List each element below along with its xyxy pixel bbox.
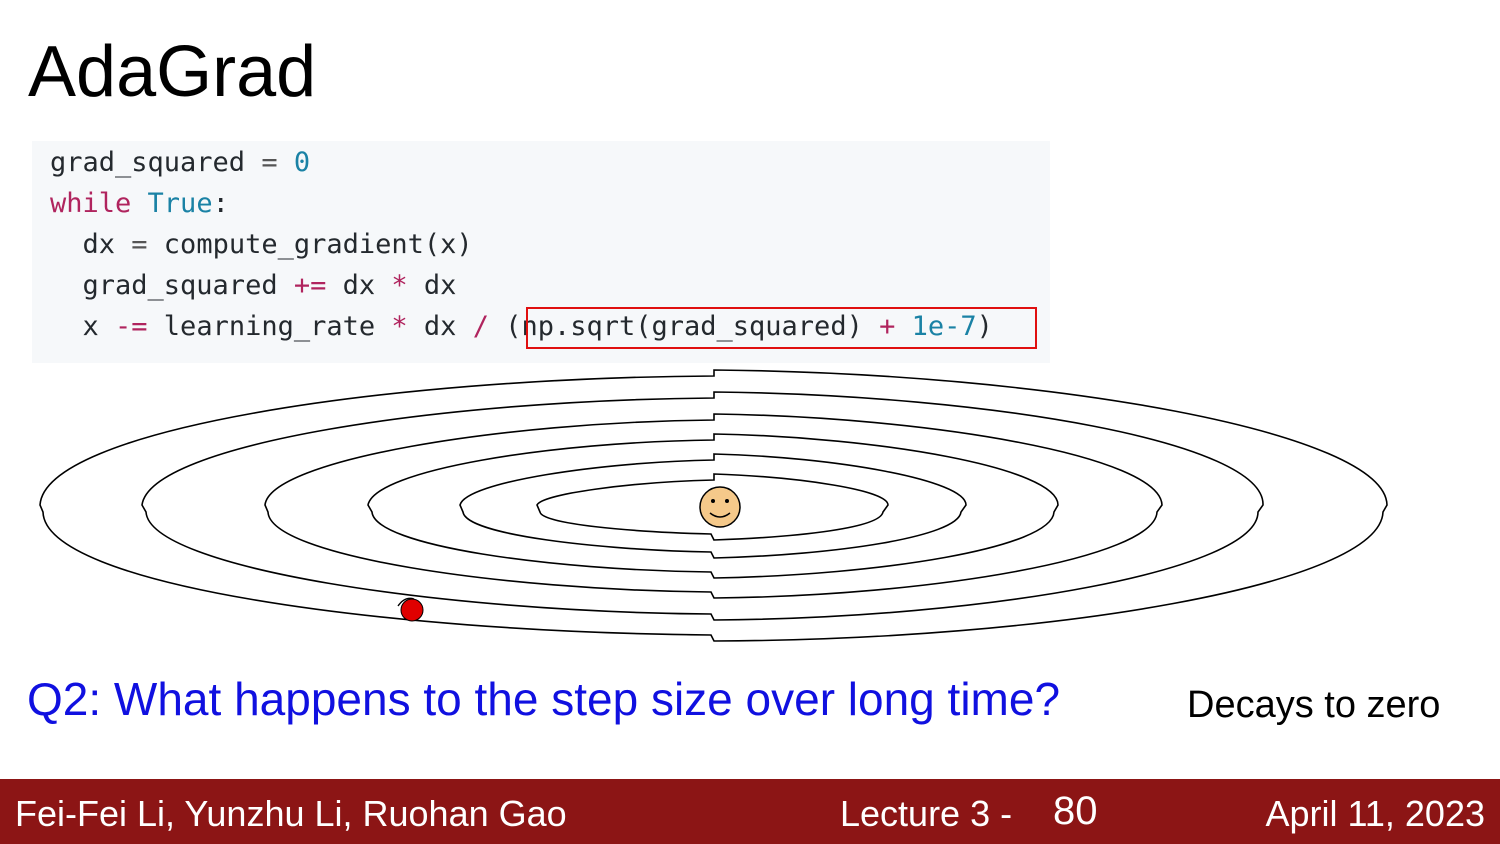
code-token: dx — [407, 270, 457, 301]
code-token: + — [879, 311, 896, 342]
code-token: grad_squared — [50, 147, 246, 178]
code-token: x — [50, 311, 116, 342]
code-token: dx — [50, 229, 132, 260]
highlight-box — [526, 307, 1037, 349]
ball-icon — [397, 597, 424, 622]
footer-authors: Fei-Fei Li, Yunzhu Li, Ruohan Gao — [15, 793, 567, 834]
code-token: / — [472, 311, 489, 342]
footer-bar: Fei-Fei Li, Yunzhu Li, Ruohan Gao Lectur… — [0, 779, 1500, 844]
contour-illustration — [39, 369, 1388, 642]
code-block: grad_squared = 0 while True: dx = comput… — [32, 141, 1050, 363]
code-line-5: x -= learning_rate * dx / (np.sqrt(grad_… — [50, 309, 993, 345]
code-token: ) — [976, 311, 993, 342]
footer-page-number: 80 — [1053, 789, 1098, 833]
code-token — [131, 188, 147, 219]
code-token: * — [391, 311, 408, 342]
code-token: = — [131, 229, 148, 260]
code-keyword: while — [50, 188, 132, 219]
code-token: += — [293, 270, 327, 301]
code-token: : — [212, 188, 229, 219]
code-token: compute_gradient(x) — [147, 229, 473, 260]
contour-ring — [459, 453, 967, 559]
code-token: * — [391, 270, 408, 301]
code-token: = — [245, 147, 294, 178]
contour-ring — [39, 369, 1388, 642]
code-token: learning_rate — [147, 311, 392, 342]
footer-lecture: Lecture 3 - — [840, 793, 1013, 834]
code-token: dx — [407, 311, 473, 342]
contour-ring — [367, 433, 1059, 579]
code-builtin: True — [147, 188, 213, 219]
contour-ring — [141, 391, 1264, 621]
slide-title: AdaGrad — [28, 32, 317, 112]
contour-ring — [264, 413, 1163, 599]
answer-text: Decays to zero — [1187, 684, 1441, 726]
code-line-3: dx = compute_gradient(x) — [50, 227, 473, 263]
code-token: 0 — [293, 147, 311, 178]
code-token: dx — [326, 270, 392, 301]
smiley-face-icon — [699, 486, 741, 528]
question-text: Q2: What happens to the step size over l… — [27, 673, 1061, 725]
code-number: 1e-7 — [911, 311, 977, 342]
code-token: (np.sqrt(grad_squared) — [488, 311, 880, 342]
code-line-4: grad_squared += dx * dx — [50, 268, 457, 304]
footer-date: April 11, 2023 — [1265, 793, 1485, 834]
code-line-1: grad_squared = 0 — [50, 145, 310, 181]
contour-ring — [536, 473, 889, 541]
code-line-2: while True: — [50, 186, 229, 222]
code-token: -= — [115, 311, 148, 342]
code-token: grad_squared — [50, 270, 294, 301]
